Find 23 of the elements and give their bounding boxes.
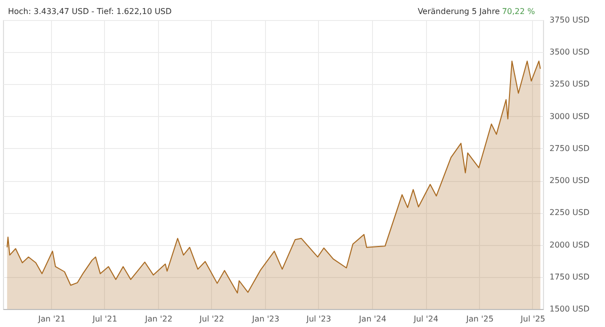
x-tick-label: Jul '21 [92, 314, 118, 324]
y-tick-label: 3500 USD [550, 48, 590, 57]
x-tick-label: Jul '22 [198, 314, 224, 324]
y-tick-label: 2750 USD [550, 144, 590, 153]
y-tick-label: 2000 USD [550, 240, 590, 250]
text: 70,22 % [502, 7, 536, 16]
x-tick-label: Jul '23 [305, 314, 332, 324]
y-tick-label: 3750 USD [550, 16, 590, 24]
y-tick-label: 2500 USD [550, 176, 590, 186]
y-tick-label: 3250 USD [550, 80, 590, 89]
x-tick-label: Jan '24 [358, 314, 386, 324]
y-tick-label: 3000 USD [550, 112, 590, 121]
chart-title: Hoch: 3.433,47 USD - Tief: 1.622,10 USD [8, 7, 172, 16]
x-tick-label: Jul '25 [520, 314, 546, 324]
y-tick-label: 1750 USD [550, 272, 590, 282]
x-tick-label: Jan '23 [251, 314, 280, 324]
text: Veränderung 5 Jahre [418, 7, 500, 16]
x-tick-label: Jul '24 [412, 314, 438, 324]
x-tick-label: Jan '25 [465, 314, 494, 324]
y-tick-label: 2250 USD [550, 208, 590, 218]
y-tick-label: 1500 USD [550, 304, 590, 314]
x-tick-label: Jan '22 [144, 314, 172, 324]
x-tick-label: Jan '21 [37, 314, 66, 324]
